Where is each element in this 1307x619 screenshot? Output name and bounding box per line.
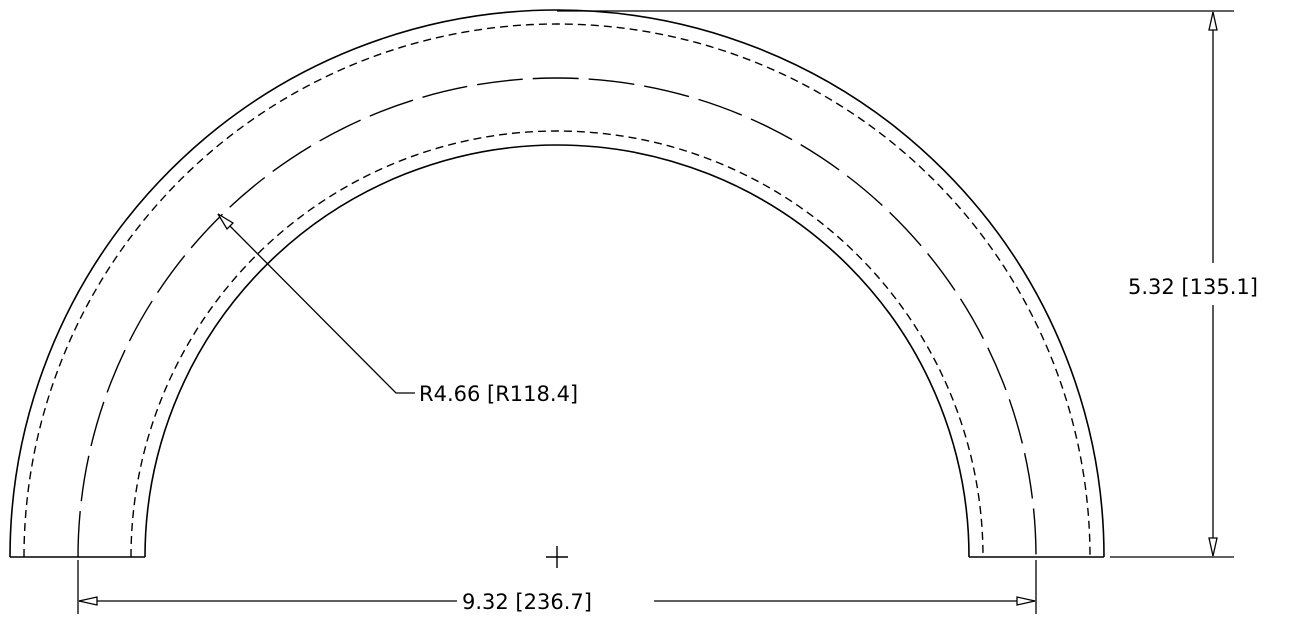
center-mark [546,546,568,568]
height-dimension-label: 5.32 [135.1] [1128,275,1258,299]
centerline-arc [77,77,1037,558]
width-dimension-label: 9.32 [236.7] [462,590,592,614]
outer-dashed-arc [23,23,1091,558]
height-dimension [557,10,1234,558]
radius-leader [217,213,415,394]
outer-arc [9,9,1105,558]
width-dimension [77,560,1037,614]
inner-dashed-arc [130,130,984,558]
radius-dimension-label: R4.66 [R118.4] [419,382,578,406]
inner-arc [144,144,970,558]
